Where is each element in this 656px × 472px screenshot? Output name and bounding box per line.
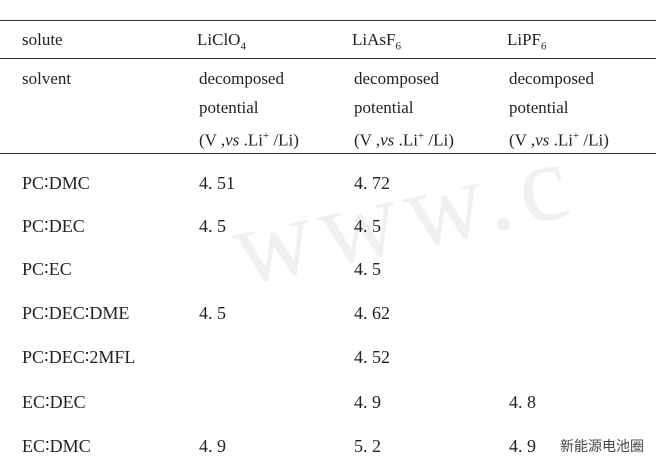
potential-value: 4. 5	[199, 216, 226, 236]
potential-value: 4. 72	[354, 173, 390, 193]
unit-open: (V ,	[354, 130, 381, 150]
solute-subscript: 6	[541, 40, 547, 53]
potential-line: decomposed	[354, 69, 439, 88]
potential-line: decomposed	[509, 69, 594, 88]
solvent-name: PC∶DEC∶2MFL	[22, 347, 136, 367]
potential-value: 4. 5	[354, 216, 381, 236]
potential-value: 4. 9	[509, 436, 536, 456]
potential-value: 4. 8	[509, 392, 536, 412]
unit-close: /Li)	[269, 130, 299, 150]
potential-unit: (V ,vs .Li+ /Li)	[509, 122, 609, 155]
potential-value: 4. 9	[199, 436, 226, 456]
potential-value: 4. 5	[354, 259, 381, 279]
potential-value: 4. 9	[354, 392, 381, 412]
potential-value: 5. 2	[354, 436, 381, 456]
solute-name: LiPF	[507, 30, 542, 49]
potential-value: 4. 51	[199, 173, 235, 193]
unit-mid: .Li	[394, 130, 418, 150]
solute-label: solute	[22, 30, 63, 49]
potential-header: decomposed potential (V ,vs .Li+ /Li)	[354, 64, 454, 155]
unit-vs: vs	[380, 130, 395, 150]
solvent-name: EC∶DMC	[22, 436, 91, 456]
solvent-name: PC∶EC	[22, 259, 72, 279]
potential-line: potential	[509, 98, 569, 117]
solvent-label: solvent	[22, 69, 72, 88]
potential-unit: (V ,vs .Li+ /Li)	[354, 122, 454, 155]
potential-value: 4. 62	[354, 303, 390, 323]
unit-vs: vs	[535, 130, 550, 150]
potential-value: 4. 5	[199, 303, 226, 323]
unit-sup: +	[417, 130, 425, 142]
solvent-name: EC∶DEC	[22, 392, 86, 412]
potential-unit: (V ,vs .Li+ /Li)	[199, 122, 299, 155]
solvent-name: PC∶DEC∶DME	[22, 303, 130, 323]
potential-line: decomposed	[199, 69, 284, 88]
potential-value: 4. 52	[354, 347, 390, 367]
unit-open: (V ,	[199, 130, 226, 150]
potential-header: decomposed potential (V ,vs .Li+ /Li)	[509, 64, 609, 155]
solute-subscript: 4	[240, 40, 246, 53]
solute-header: LiPF6	[507, 30, 547, 56]
solute-header: LiAsF6	[352, 30, 401, 56]
solute-subscript: 6	[395, 40, 401, 53]
header-rule	[0, 58, 656, 59]
potential-header: decomposed potential (V ,vs .Li+ /Li)	[199, 64, 299, 155]
top-rule	[0, 20, 656, 21]
solvent-name: PC∶DMC	[22, 173, 90, 193]
solute-name: LiAsF	[352, 30, 396, 49]
logo: 新能源电池圈	[560, 439, 644, 455]
solvent-name: PC∶DEC	[22, 216, 85, 236]
unit-mid: .Li	[549, 130, 573, 150]
unit-close: /Li)	[424, 130, 454, 150]
subheader-rule	[0, 153, 656, 154]
solute-header: LiClO4	[197, 30, 246, 56]
unit-sup: +	[572, 130, 580, 142]
unit-sup: +	[262, 130, 270, 142]
unit-mid: .Li	[239, 130, 263, 150]
potential-line: potential	[354, 98, 414, 117]
potential-line: potential	[199, 98, 259, 117]
unit-vs: vs	[225, 130, 240, 150]
unit-open: (V ,	[509, 130, 536, 150]
solute-name: LiClO	[197, 30, 241, 49]
unit-close: /Li)	[579, 130, 609, 150]
